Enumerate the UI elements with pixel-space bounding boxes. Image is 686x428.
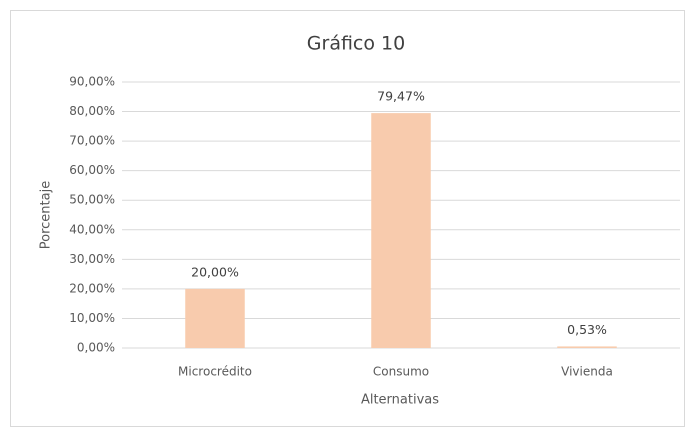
x-tick-label: Microcrédito <box>178 365 252 379</box>
data-label: 79,47% <box>377 89 425 104</box>
y-tick-label: 50,00% <box>69 193 115 207</box>
y-tick-label: 40,00% <box>69 222 115 236</box>
y-tick-label: 60,00% <box>69 163 115 177</box>
bar <box>557 346 617 348</box>
chart-border <box>10 10 685 427</box>
y-tick-label: 20,00% <box>69 281 115 295</box>
y-tick-label: 0,00% <box>77 341 115 355</box>
y-tick-label: 30,00% <box>69 252 115 266</box>
y-tick-label: 80,00% <box>69 104 115 118</box>
y-tick-label: 10,00% <box>69 311 115 325</box>
x-tick-label: Consumo <box>373 365 429 379</box>
chart-title: Gráfico 10 <box>307 33 405 55</box>
y-axis-title: Porcentaje <box>39 181 54 249</box>
y-tick-label: 90,00% <box>69 75 115 89</box>
data-label: 0,53% <box>567 322 607 337</box>
y-tick-label: 70,00% <box>69 134 115 148</box>
bar <box>185 288 245 348</box>
x-axis-title: Alternativas <box>361 393 439 408</box>
data-label: 20,00% <box>191 264 239 279</box>
bar <box>371 113 431 348</box>
x-tick-label: Vivienda <box>561 365 613 379</box>
